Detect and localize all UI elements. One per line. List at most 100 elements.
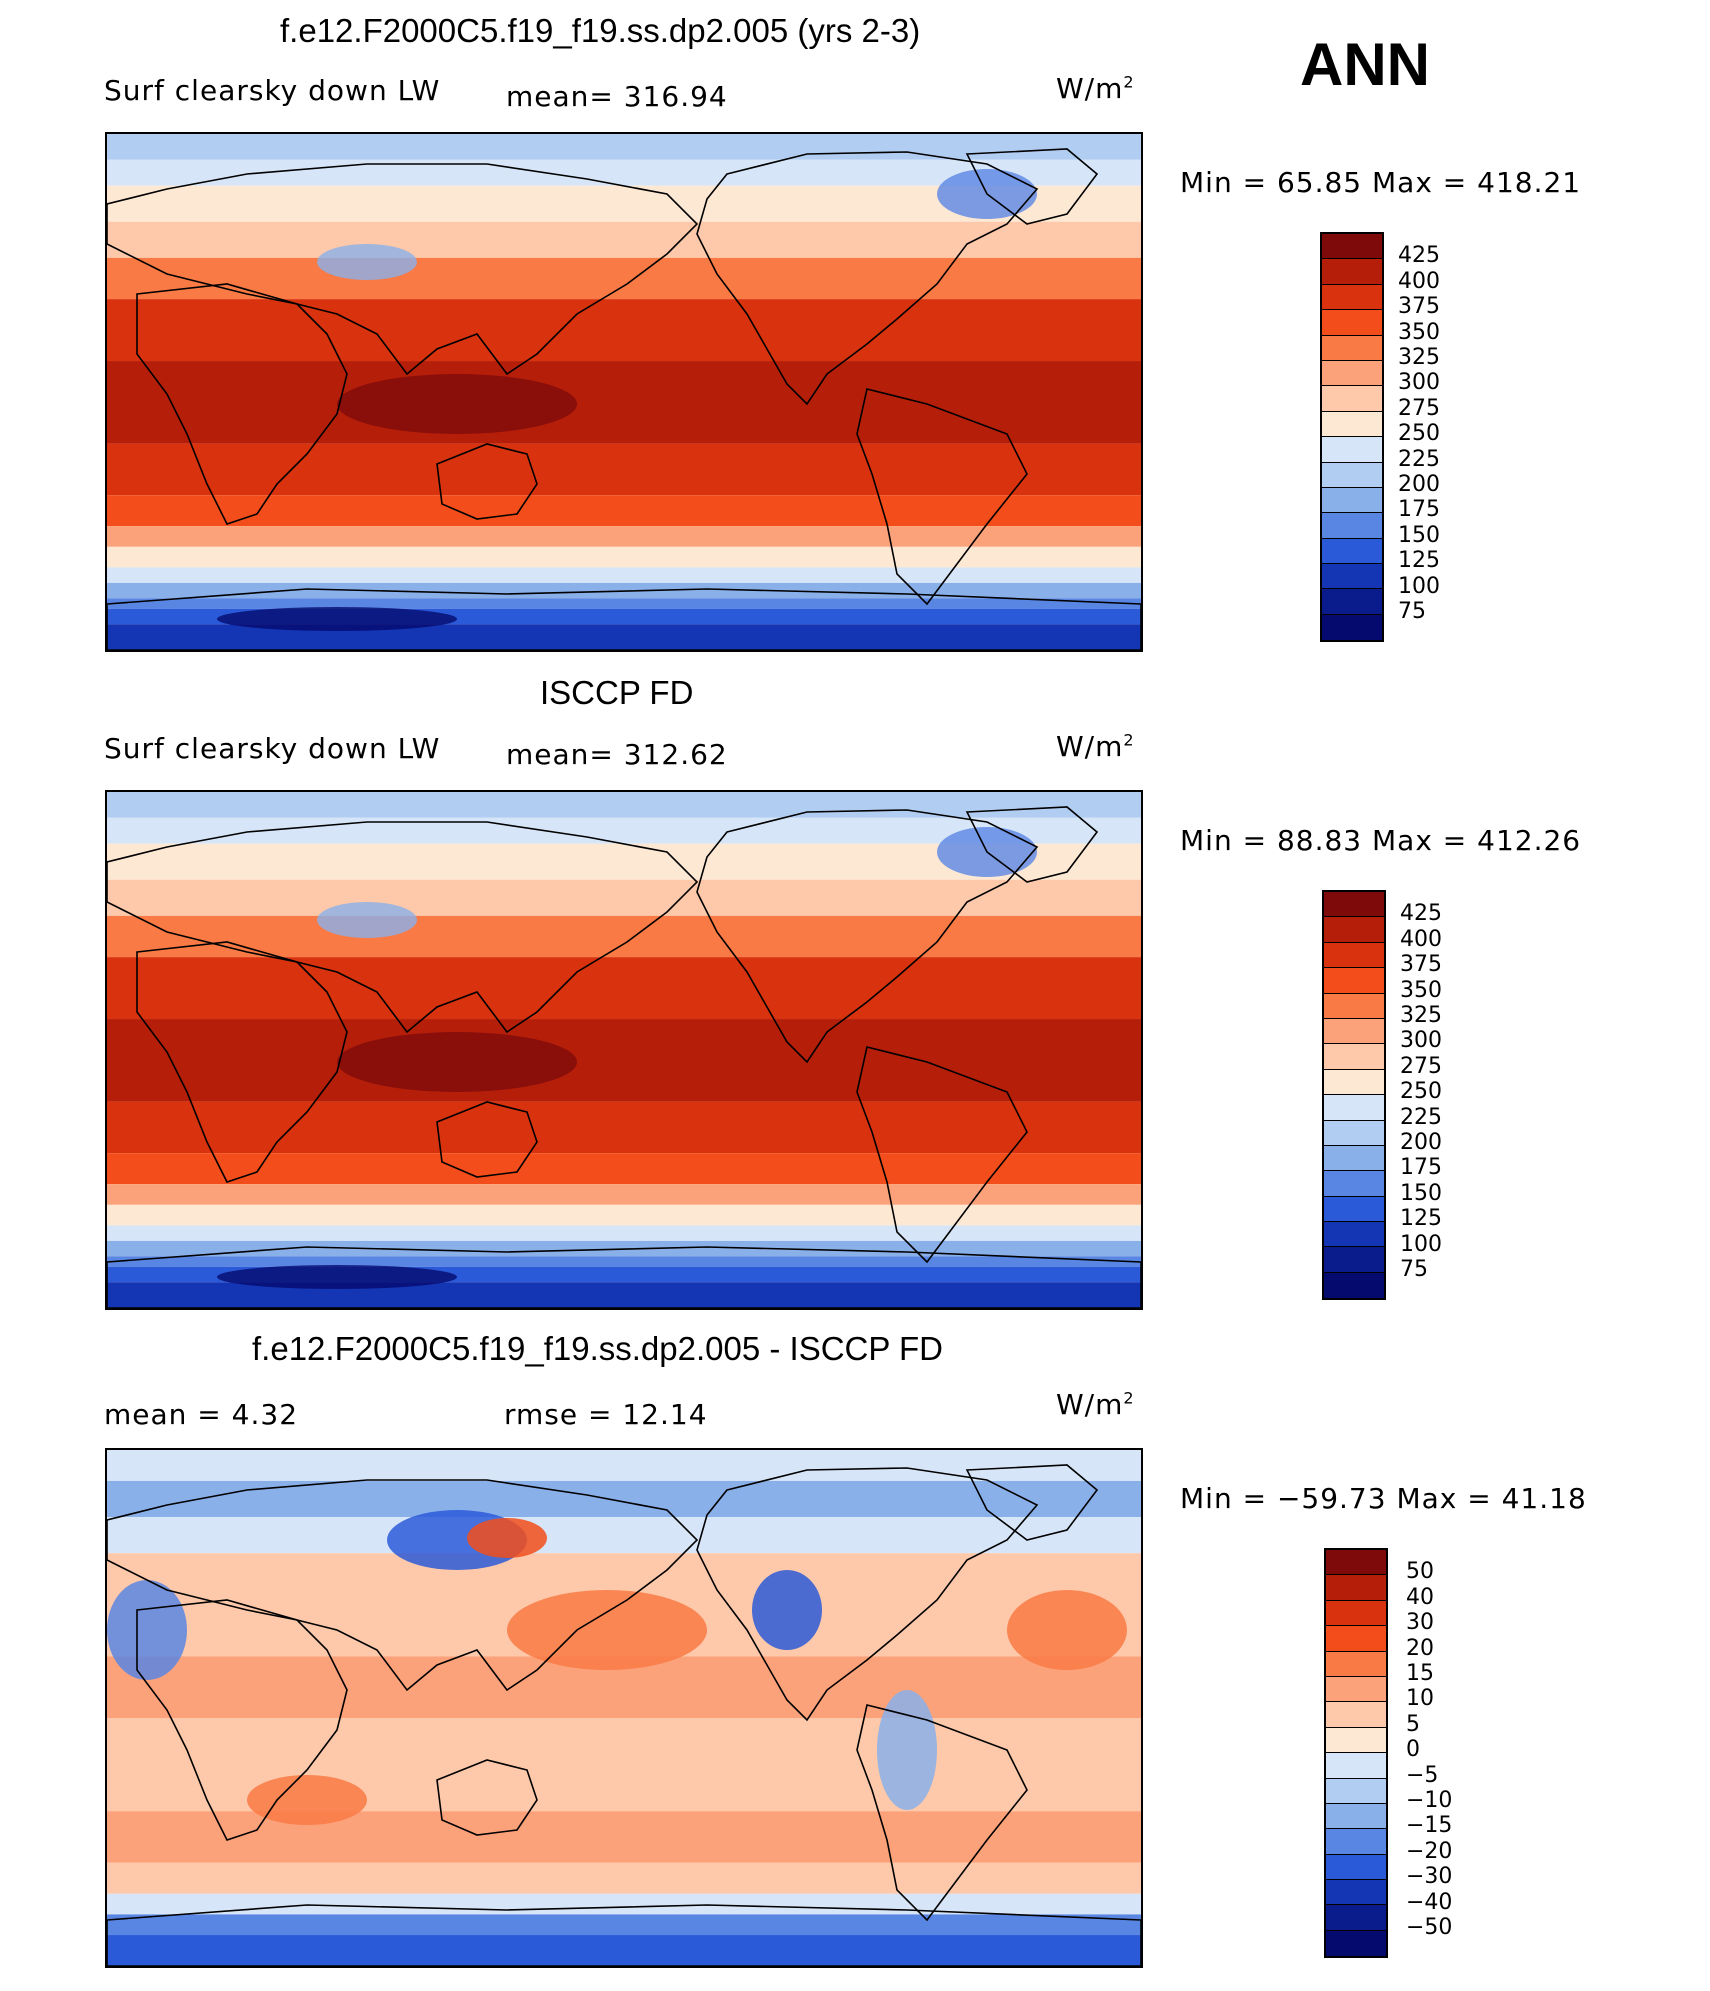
map-anomaly [877, 1690, 937, 1810]
map-band [107, 792, 1141, 818]
map-anomaly [752, 1570, 822, 1650]
map-band [107, 1935, 1141, 1966]
map-band [107, 567, 1141, 583]
colorbar-swatch [1322, 386, 1382, 412]
colorbar-swatch [1322, 513, 1382, 539]
panel-title: f.e12.F2000C5.f19_f19.ss.dp2.005 - ISCCP… [252, 1330, 943, 1367]
map-band [107, 1893, 1141, 1915]
colorbar-swatch [1326, 1702, 1386, 1728]
coastline [696, 1467, 1039, 1722]
map-band [107, 1450, 1141, 1481]
colorbar-tick-label: 50 [1406, 1559, 1434, 1585]
map-band [107, 1517, 1141, 1554]
colorbar-swatch [1326, 1854, 1386, 1881]
coastline [107, 821, 699, 1034]
colorbar-tick-label: −15 [1406, 1813, 1453, 1839]
colorbar-tick-label: 350 [1398, 319, 1440, 345]
colorbar-swatch [1324, 917, 1384, 943]
colorbar-swatch [1322, 462, 1382, 488]
colorbar-swatch [1326, 1905, 1386, 1931]
mean-label: mean= 316.94 [506, 80, 728, 113]
colorbar-tick-label: −40 [1406, 1889, 1453, 1915]
colorbar-tick-label: 15 [1406, 1661, 1434, 1686]
min-max-label: Min = 65.85 Max = 418.21 [1180, 166, 1582, 199]
map-feature [337, 1032, 577, 1092]
colorbar-swatch [1322, 234, 1382, 260]
colorbar-tick-label: 10 [1406, 1686, 1434, 1712]
colorbar-swatch [1322, 487, 1382, 514]
map-band [107, 257, 1141, 300]
panel-title: f.e12.F2000C5.f19_f19.ss.dp2.005 (yrs 2-… [280, 12, 921, 49]
coastline [856, 388, 1028, 606]
colorbar-swatch [1326, 1626, 1386, 1652]
colorbar-swatch [1324, 1069, 1384, 1096]
colorbar-swatch [1326, 1880, 1386, 1906]
colorbar-tick-label: 100 [1398, 573, 1440, 599]
colorbar-swatch [1326, 1727, 1386, 1754]
map-band [107, 443, 1141, 496]
colorbar-swatch [1326, 1803, 1386, 1830]
map-band [107, 526, 1141, 547]
colorbar-swatch [1326, 1753, 1386, 1779]
map-feature [217, 607, 457, 631]
colorbar-tick-label: 200 [1400, 1130, 1442, 1155]
map-band [107, 221, 1141, 258]
colorbar-tick-label: 40 [1406, 1584, 1434, 1610]
colorbar-swatch [1326, 1550, 1386, 1576]
coastline [856, 1704, 1028, 1922]
colorbar-tick-label: 400 [1398, 268, 1440, 294]
map-feature [337, 374, 577, 434]
coastline [136, 283, 348, 525]
mean-label: mean = 4.32 [104, 1398, 299, 1431]
colorbar-tick-label: −20 [1406, 1838, 1453, 1864]
colorbar-tick-label: 250 [1400, 1079, 1442, 1105]
colorbar-swatch [1324, 1196, 1384, 1223]
map-feature [217, 1265, 457, 1289]
map-band [107, 1204, 1141, 1226]
colorbar-swatch [1324, 1120, 1384, 1146]
colorbar-tick-label: 350 [1400, 977, 1442, 1003]
colorbar-swatch [1324, 1171, 1384, 1197]
coastline [696, 151, 1039, 406]
map-anomaly [1007, 1590, 1127, 1670]
colorbar-swatch [1322, 437, 1382, 463]
colorbar-tick-label: 425 [1400, 901, 1442, 927]
colorbar-tick-label: 175 [1400, 1155, 1442, 1181]
colorbar-tick-label: −5 [1406, 1762, 1439, 1788]
coastline [965, 806, 1099, 883]
units-label: W/m2 [1056, 72, 1135, 105]
colorbar-tick-label: 5 [1406, 1711, 1420, 1737]
colorbar-swatch [1324, 1222, 1384, 1248]
colorbar-swatch [1324, 993, 1384, 1019]
colorbar-tick-label: 275 [1398, 395, 1440, 421]
map-band [107, 299, 1141, 362]
map-anomaly [507, 1590, 707, 1670]
coastline [107, 163, 699, 376]
colorbar-tick-label: 225 [1398, 446, 1440, 472]
colorbar-swatch [1322, 335, 1382, 361]
colorbar-tick-label: 200 [1398, 472, 1440, 497]
map-band [107, 1862, 1141, 1894]
coastline [965, 1464, 1099, 1541]
map-anomaly [247, 1775, 367, 1825]
colorbar-swatch [1324, 968, 1384, 994]
colorbar-tick-label: 400 [1400, 926, 1442, 952]
map-feature [317, 244, 417, 280]
map-band [107, 1184, 1141, 1205]
colorbar-swatch [1324, 1044, 1384, 1070]
min-max-label: Min = −59.73 Max = 41.18 [1180, 1482, 1587, 1515]
colorbar-tick-label: 225 [1400, 1104, 1442, 1130]
map-band [107, 1256, 1141, 1267]
colorbar-swatch [1326, 1575, 1386, 1601]
colorbar-tick-label: 300 [1398, 370, 1440, 396]
map-band [107, 598, 1141, 609]
coastline [136, 1599, 348, 1841]
map-band [107, 957, 1141, 1020]
map-feature [317, 902, 417, 938]
colorbar-swatch [1326, 1829, 1386, 1855]
variable-label: Surf clearsky down LW [104, 74, 441, 107]
colorbar [1324, 1548, 1388, 1959]
colorbar-swatch [1322, 614, 1382, 641]
colorbar-swatch [1326, 1778, 1386, 1804]
colorbar-swatch [1326, 1600, 1386, 1627]
